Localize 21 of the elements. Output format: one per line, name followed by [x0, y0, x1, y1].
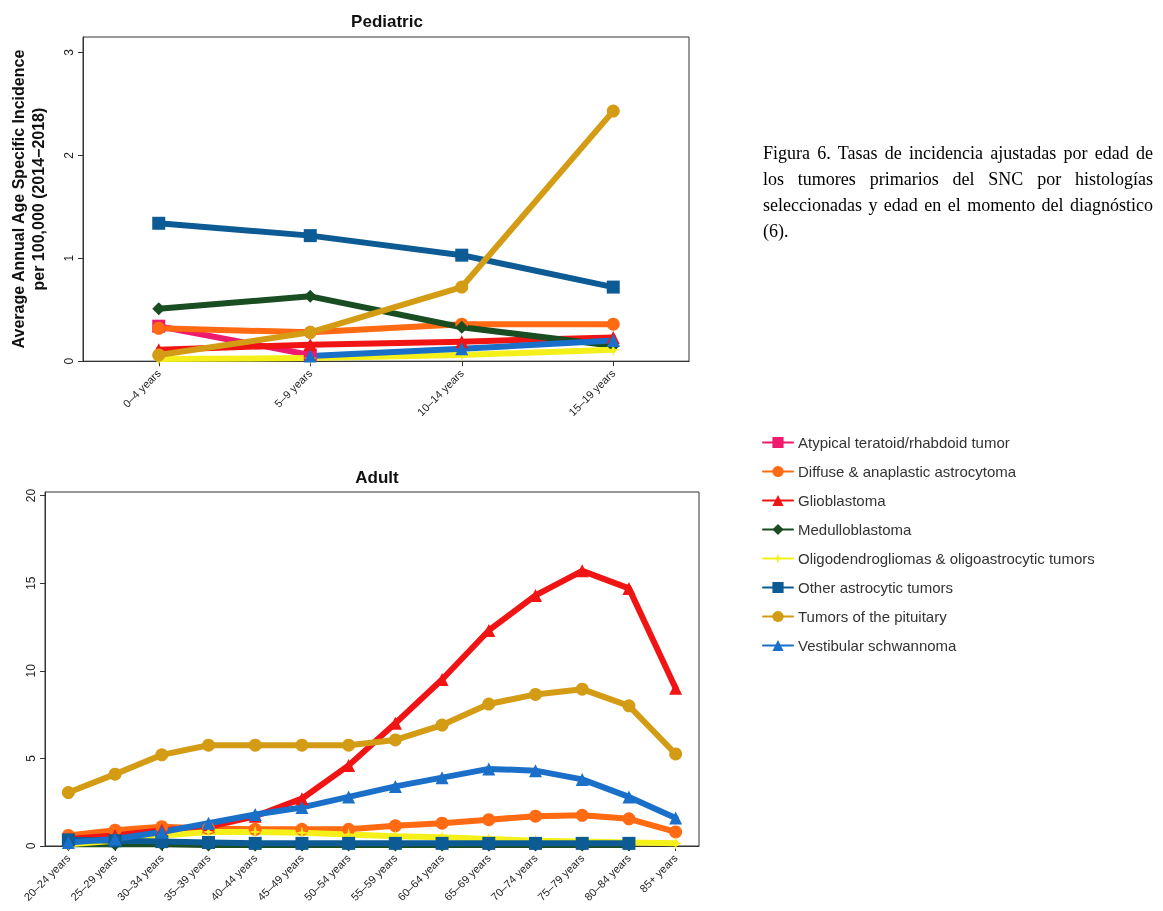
y-tick-label: 2 — [62, 151, 76, 159]
legend-label: Atypical teratoid/rhabdoid tumor — [798, 434, 1010, 451]
legend-label: Other astrocytic tumors — [798, 579, 954, 596]
legend-label: Tumors of the pituitary — [798, 608, 948, 625]
chart-title: Adult — [355, 468, 400, 487]
y-tick-label: 1 — [62, 254, 76, 262]
legend-label: Oligodendrogliomas & oligoastrocytic tumors — [798, 550, 1095, 567]
y-tick-label: 3 — [62, 48, 76, 56]
y-tick-label: 0 — [62, 357, 76, 365]
legend-label: Glioblastoma — [798, 492, 887, 509]
y-tick-label: 0 — [24, 842, 38, 850]
y-tick-label: 5 — [24, 754, 38, 762]
y-tick-label: 15 — [24, 576, 38, 590]
legend-label: Medulloblastoma — [798, 521, 913, 538]
text: Figura 6. Tasas de incidencia ajustadas por edad de los tumores primarios del SNC por histologías seleccionadas y edad en el momento del diagnóstico (6). — [763, 142, 1153, 243]
y-axis-title: Average Annual Age Specific Incidence per 100,000 (2014−2018) — [9, 49, 47, 349]
legend-label: Diffuse & anaplastic astrocytoma — [798, 463, 1017, 480]
chart-title: Pediatric — [351, 12, 423, 31]
y-tick-label: 10 — [24, 663, 38, 678]
y-tick-label: 20 — [24, 488, 38, 503]
legend-label: Vestibular schwannoma — [798, 637, 958, 654]
